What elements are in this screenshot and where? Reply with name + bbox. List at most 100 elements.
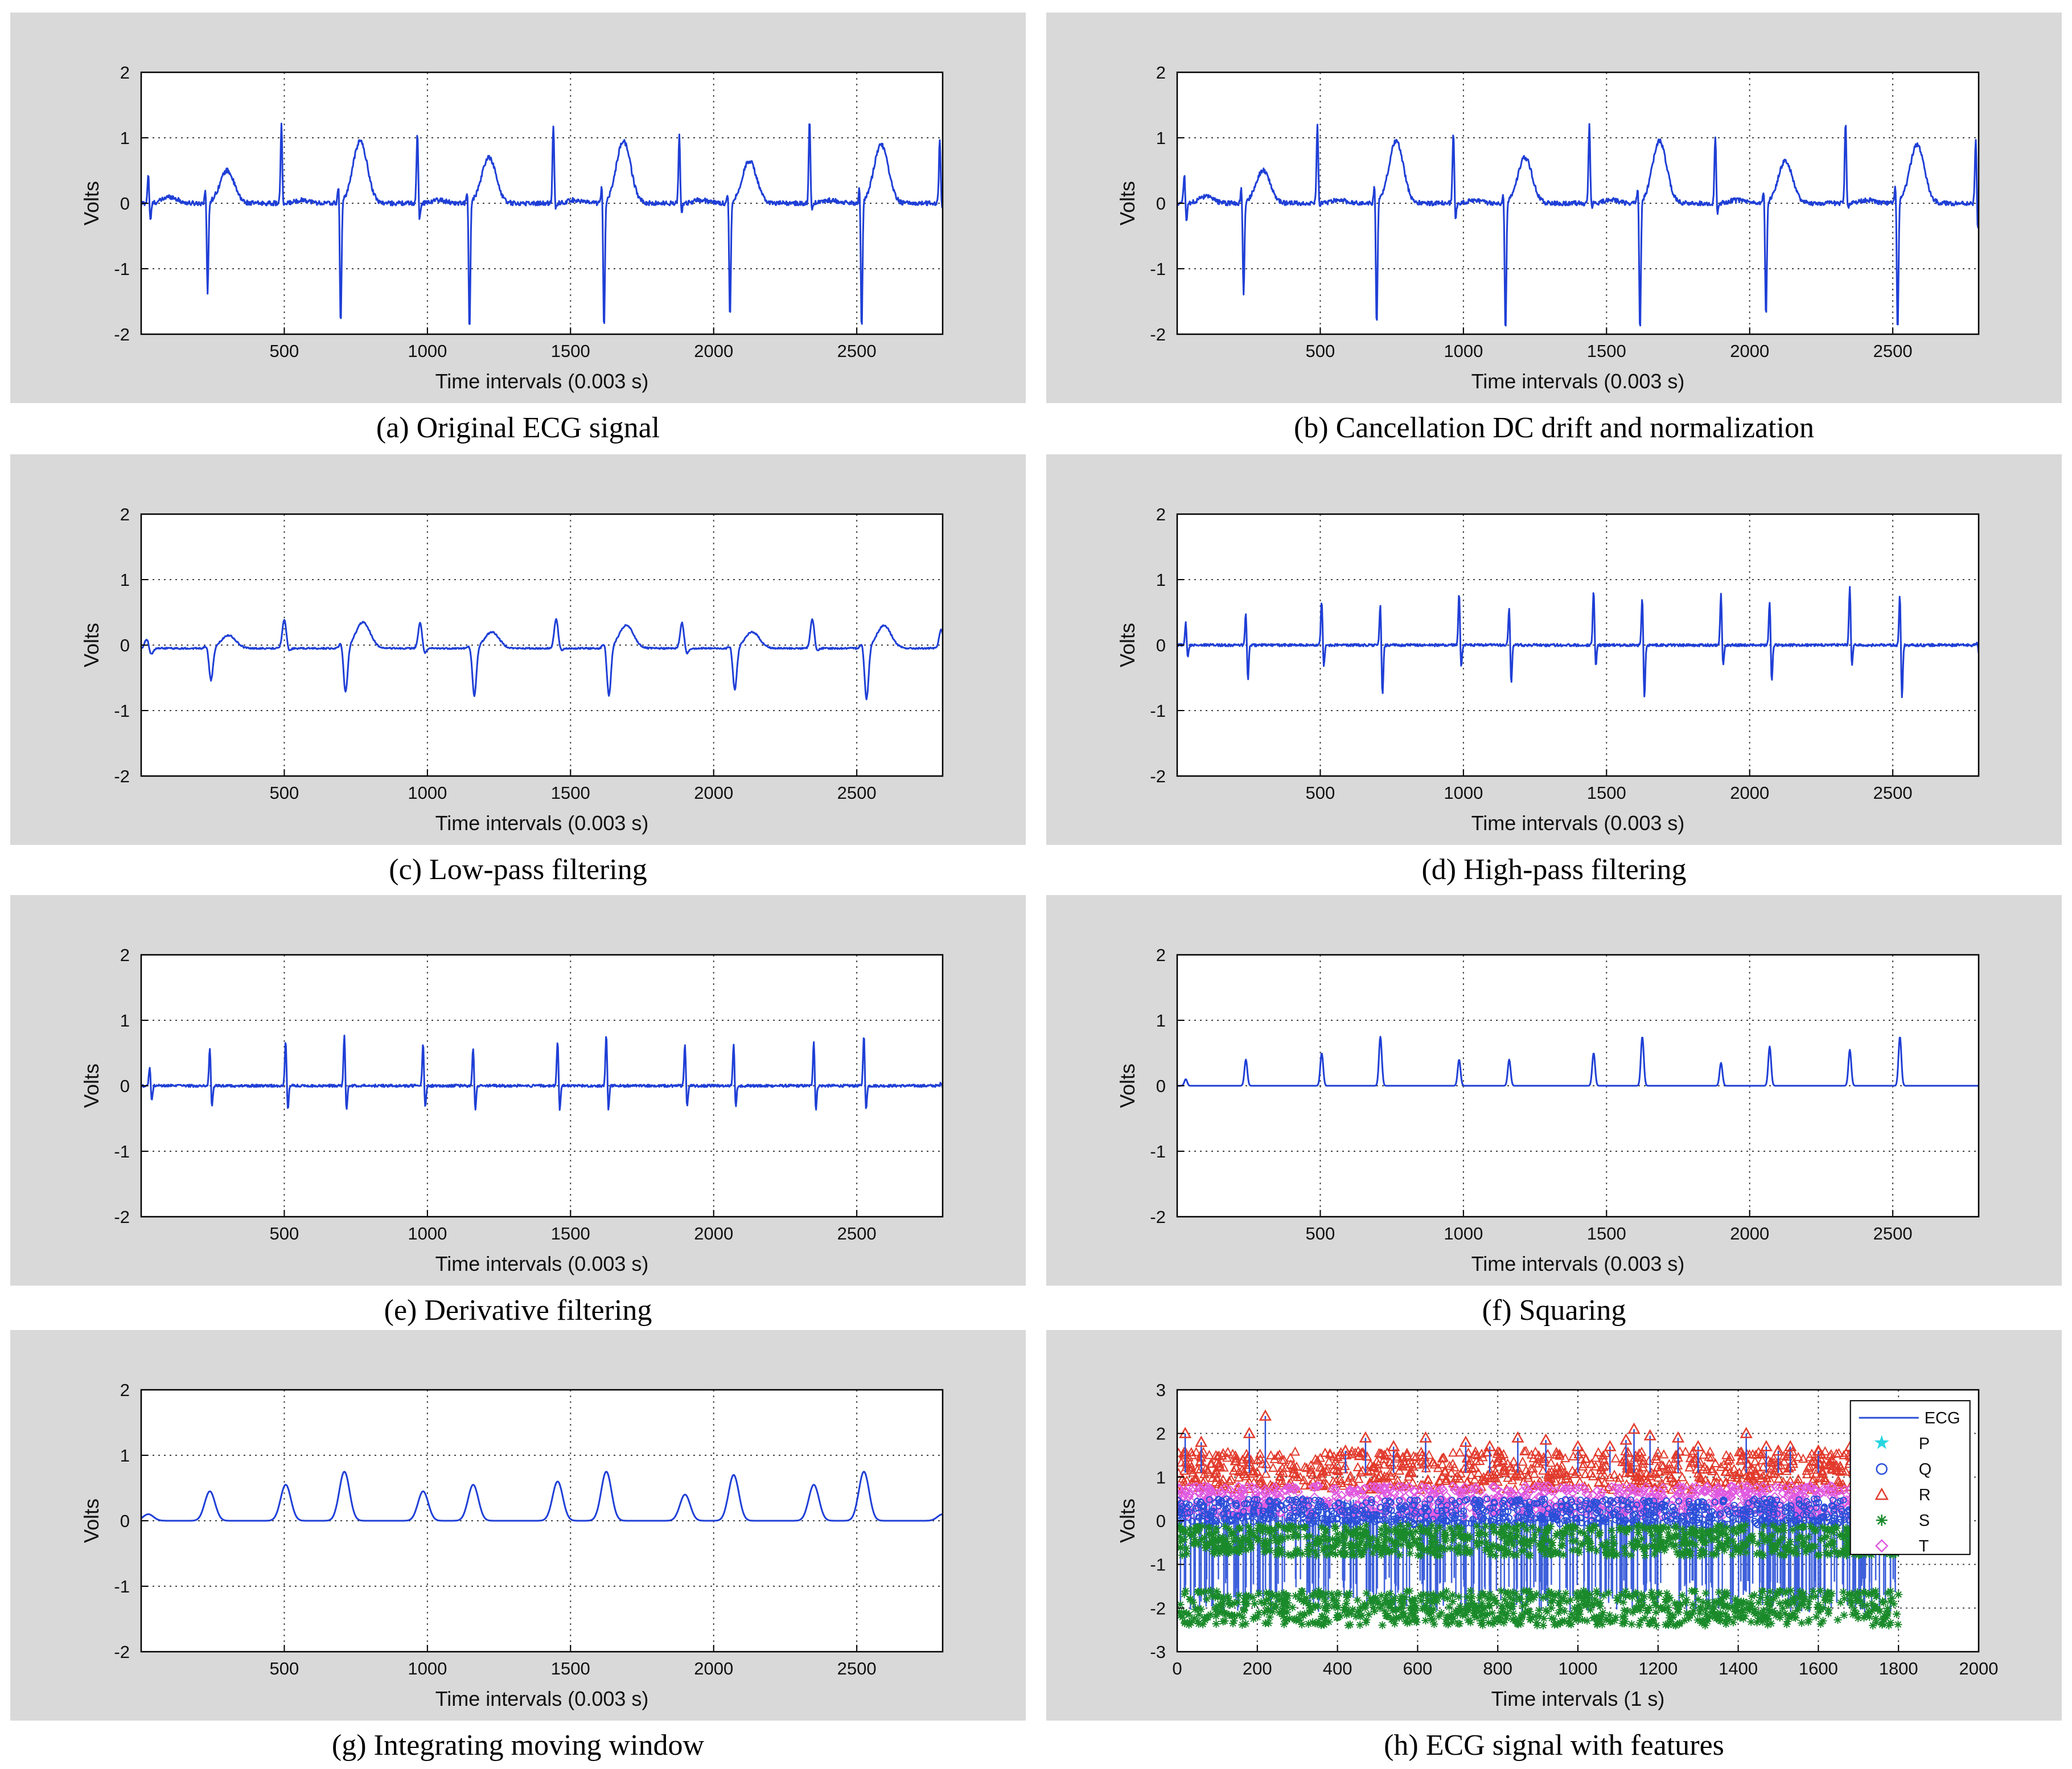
feature-marker-S bbox=[1271, 1600, 1280, 1609]
feature-marker-Q bbox=[1365, 1515, 1372, 1522]
feature-marker-Q bbox=[1417, 1508, 1425, 1516]
feature-marker-S bbox=[1429, 1605, 1438, 1614]
feature-marker-S bbox=[1206, 1586, 1215, 1595]
feature-marker-T bbox=[1765, 1483, 1775, 1493]
feature-marker-S bbox=[1405, 1549, 1414, 1558]
feature-marker-R bbox=[1492, 1468, 1502, 1479]
feature-marker-R bbox=[1347, 1476, 1358, 1486]
feature-marker-T bbox=[1639, 1485, 1649, 1496]
feature-marker-R bbox=[1735, 1447, 1746, 1456]
feature-marker-R bbox=[1637, 1476, 1647, 1485]
feature-marker-Q bbox=[1218, 1500, 1226, 1507]
feature-marker-S bbox=[1679, 1525, 1687, 1533]
feature-marker-S bbox=[1689, 1600, 1697, 1609]
feature-marker-Q bbox=[1241, 1518, 1248, 1526]
feature-marker-S bbox=[1181, 1528, 1190, 1537]
feature-marker-S bbox=[1227, 1611, 1236, 1619]
feature-marker-S bbox=[1629, 1608, 1637, 1616]
feature-marker-S bbox=[1741, 1612, 1749, 1620]
feature-marker-S bbox=[1780, 1550, 1789, 1559]
feature-marker-S bbox=[1598, 1541, 1606, 1549]
feature-marker-S bbox=[1626, 1524, 1634, 1533]
feature-marker-Q bbox=[1820, 1514, 1827, 1521]
feature-marker-S bbox=[1315, 1586, 1323, 1595]
feature-marker-Q bbox=[1596, 1519, 1603, 1526]
feature-marker-S bbox=[1425, 1530, 1434, 1539]
x-tick-label: 500 bbox=[1306, 783, 1335, 803]
feature-marker-R bbox=[1206, 1458, 1216, 1468]
feature-marker-S bbox=[1340, 1550, 1349, 1558]
feature-marker-S bbox=[1822, 1548, 1830, 1557]
feature-marker-T bbox=[1242, 1482, 1252, 1492]
feature-marker-R bbox=[1382, 1447, 1392, 1456]
feature-marker-S bbox=[1600, 1591, 1608, 1600]
feature-marker-S bbox=[1594, 1531, 1603, 1540]
feature-marker-Q bbox=[1706, 1514, 1713, 1521]
feature-marker-Q bbox=[1241, 1500, 1248, 1508]
feature-marker-Q bbox=[1685, 1497, 1692, 1505]
feature-marker-S bbox=[1795, 1594, 1803, 1603]
feature-marker-Q bbox=[1425, 1507, 1432, 1514]
feature-marker-Q bbox=[1316, 1500, 1323, 1508]
feature-marker-S bbox=[1306, 1604, 1314, 1612]
feature-marker-S bbox=[1576, 1589, 1584, 1598]
feature-marker-S bbox=[1793, 1549, 1802, 1558]
feature-marker-S bbox=[1528, 1523, 1537, 1532]
feature-marker-R bbox=[1438, 1452, 1449, 1462]
feature-marker-Q bbox=[1319, 1514, 1326, 1522]
feature-marker-T bbox=[1404, 1481, 1415, 1492]
feature-marker-S bbox=[1404, 1521, 1412, 1530]
feature-marker-S bbox=[1709, 1526, 1717, 1535]
feature-marker-S bbox=[1194, 1540, 1202, 1549]
feature-marker-S bbox=[1747, 1618, 1756, 1626]
feature-marker-S bbox=[1264, 1606, 1273, 1614]
feature-marker-S bbox=[1544, 1546, 1552, 1555]
feature-marker-S bbox=[1826, 1550, 1835, 1558]
feature-marker-Q bbox=[1678, 1513, 1685, 1520]
feature-marker-S bbox=[1253, 1526, 1262, 1534]
feature-marker-S bbox=[1526, 1595, 1535, 1604]
feature-marker-S bbox=[1779, 1521, 1788, 1530]
feature-marker-S bbox=[1885, 1621, 1893, 1630]
feature-marker-S bbox=[1704, 1530, 1712, 1539]
feature-marker-S bbox=[1573, 1594, 1581, 1602]
feature-marker-Q bbox=[1397, 1505, 1405, 1513]
feature-marker-R bbox=[1312, 1455, 1323, 1465]
feature-marker-S bbox=[1354, 1607, 1362, 1616]
feature-marker-S bbox=[1822, 1596, 1830, 1605]
y-tick-label: -2 bbox=[1150, 1207, 1166, 1227]
feature-marker-S bbox=[1888, 1594, 1896, 1603]
feature-marker-T bbox=[1251, 1483, 1261, 1493]
feature-marker-Q bbox=[1523, 1510, 1531, 1517]
feature-marker-Q bbox=[1754, 1521, 1761, 1529]
feature-marker-T bbox=[1559, 1484, 1569, 1495]
feature-marker-Q bbox=[1522, 1499, 1529, 1507]
feature-marker-S bbox=[1177, 1600, 1185, 1609]
feature-marker-S bbox=[1741, 1521, 1750, 1530]
y-tick-label: 0 bbox=[1156, 1076, 1166, 1096]
feature-marker-R bbox=[1492, 1448, 1502, 1458]
feature-marker-S bbox=[1260, 1599, 1269, 1608]
feature-marker-S bbox=[1524, 1550, 1533, 1559]
feature-marker-S bbox=[1517, 1546, 1526, 1555]
feature-marker-R bbox=[1580, 1469, 1590, 1479]
feature-marker-Q bbox=[1463, 1496, 1471, 1503]
feature-marker-R bbox=[1498, 1455, 1508, 1464]
feature-marker-S bbox=[1416, 1544, 1425, 1552]
feature-marker-S bbox=[1210, 1541, 1218, 1550]
feature-marker-S bbox=[1215, 1534, 1224, 1542]
feature-marker-S bbox=[1566, 1596, 1574, 1604]
feature-marker-Q bbox=[1283, 1499, 1290, 1507]
feature-marker-S bbox=[1436, 1544, 1445, 1552]
y-tick-label: -2 bbox=[114, 1642, 130, 1662]
feature-marker-S bbox=[1568, 1610, 1576, 1618]
feature-marker-S bbox=[1503, 1609, 1511, 1618]
feature-marker-R bbox=[1712, 1471, 1722, 1481]
feature-marker-T bbox=[1674, 1501, 1684, 1512]
feature-marker-S bbox=[1693, 1616, 1702, 1624]
feature-marker-S bbox=[1313, 1534, 1322, 1542]
feature-marker-S bbox=[1255, 1608, 1263, 1617]
feature-marker-S bbox=[1652, 1545, 1660, 1553]
feature-marker-S bbox=[1478, 1538, 1486, 1546]
feature-marker-S bbox=[1552, 1532, 1560, 1540]
